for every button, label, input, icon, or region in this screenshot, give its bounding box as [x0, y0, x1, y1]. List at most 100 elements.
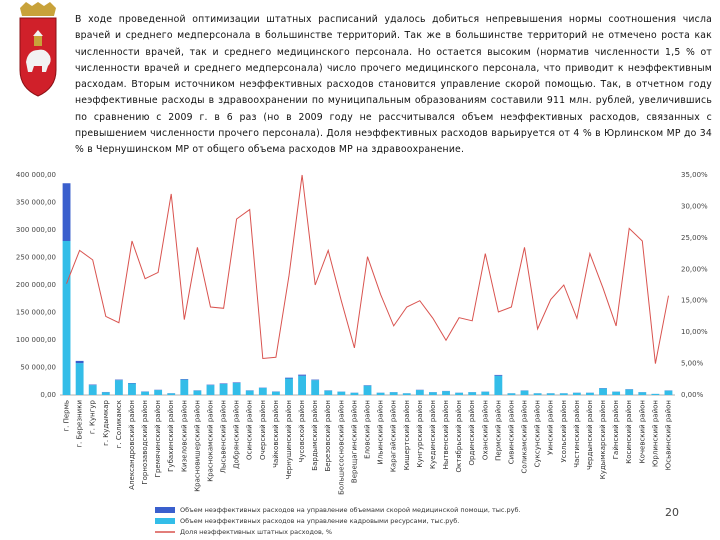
- y-tick-label: 400 000,00: [16, 171, 56, 179]
- x-tick-label: Чайковский район: [272, 400, 280, 468]
- legend-swatch: [155, 507, 175, 513]
- y-tick-label: 350 000,00: [16, 199, 56, 207]
- bar: [258, 387, 267, 395]
- bar: [638, 392, 647, 395]
- bar: [494, 374, 503, 376]
- bar: [128, 383, 136, 395]
- x-tick-label: Осинский район: [246, 400, 254, 460]
- bar: [75, 360, 84, 364]
- x-tick-label: Кизеловский район: [180, 400, 188, 472]
- bar: [180, 379, 189, 395]
- y-tick-label: 150 000,00: [16, 309, 56, 317]
- x-tick-label: Большесосновский район: [337, 400, 345, 495]
- y2-tick-label: 30,00%: [681, 202, 708, 210]
- bar: [193, 390, 202, 395]
- x-tick-label: Добрянский район: [233, 400, 241, 469]
- bar: [285, 378, 293, 395]
- y-tick-label: 250 000,00: [16, 254, 56, 262]
- bar: [468, 392, 477, 395]
- bar: [429, 392, 437, 395]
- x-tick-label: Ильинский район: [377, 400, 385, 465]
- bar: [101, 392, 110, 395]
- y-tick-label: 200 000,00: [16, 281, 56, 289]
- bar: [612, 391, 621, 395]
- bar: [311, 379, 320, 381]
- bar: [363, 385, 372, 395]
- bar: [572, 392, 581, 395]
- x-tick-label: г. Кунгур: [89, 399, 97, 434]
- y2-tick-label: 20,00%: [681, 265, 708, 273]
- bar: [442, 391, 450, 395]
- x-tick-label: Октябрьский район: [455, 400, 463, 472]
- y-tick-label: 50 000,00: [20, 364, 56, 372]
- bar: [298, 375, 306, 395]
- x-tick-label: Частинский район: [573, 400, 581, 468]
- x-tick-label: Сивинский район: [507, 400, 515, 464]
- x-tick-label: Гремячинский район: [154, 400, 162, 477]
- y2-tick-label: 0,00%: [681, 391, 704, 399]
- bar: [586, 392, 594, 395]
- x-tick-label: Ординский район: [468, 400, 476, 465]
- bar: [546, 393, 555, 395]
- bar: [651, 393, 660, 395]
- x-tick-label: Куединский район: [429, 400, 437, 469]
- bar: [271, 391, 280, 395]
- y2-tick-label: 25,00%: [681, 234, 708, 242]
- bar: [232, 382, 241, 395]
- bar: [337, 391, 346, 395]
- bar: [62, 241, 71, 395]
- page-number: 20: [665, 506, 679, 519]
- bar: [232, 382, 241, 383]
- bar: [88, 385, 97, 395]
- bar: [481, 391, 490, 395]
- x-tick-label: Пермский район: [494, 400, 502, 461]
- bar: [559, 393, 568, 395]
- legend-swatch: [155, 518, 175, 524]
- x-tick-label: Очерский район: [259, 400, 267, 460]
- legend-label: Доля неэффективных штатных расходов, %: [180, 528, 332, 536]
- bar: [114, 379, 123, 381]
- x-tick-label: Суксунский район: [534, 400, 542, 467]
- bar: [298, 374, 306, 376]
- y-tick-label: 300 000,00: [16, 226, 56, 234]
- x-tick-label: Губахинский район: [167, 400, 175, 472]
- x-tick-label: Чернушинский район: [285, 400, 293, 479]
- x-tick-label: Горнозаводский район: [141, 400, 149, 485]
- bar: [376, 392, 385, 395]
- bar: [455, 392, 464, 395]
- x-tick-label: г. Пермь: [63, 400, 71, 432]
- bar: [625, 389, 634, 395]
- x-tick-label: Юсьвинский район: [665, 400, 673, 470]
- bar: [219, 383, 228, 384]
- bar: [415, 390, 424, 395]
- paragraph: В ходе проведенной оптимизации штатных р…: [75, 14, 712, 156]
- bar: [520, 390, 529, 395]
- bar: [285, 377, 293, 379]
- bar: [494, 375, 503, 395]
- bar: [324, 390, 333, 395]
- bar: [599, 388, 607, 395]
- x-tick-label: Оханский район: [481, 400, 489, 460]
- coat-of-arms: [19, 2, 57, 97]
- bar: [389, 392, 398, 395]
- line-series: [66, 174, 669, 364]
- bar: [533, 393, 542, 395]
- x-tick-label: г. Березники: [76, 400, 84, 448]
- x-tick-label: Гайнский район: [612, 400, 620, 459]
- x-tick-label: Верещагинский район: [350, 400, 358, 483]
- bar: [219, 384, 228, 395]
- x-tick-label: Еловский район: [364, 400, 372, 459]
- legend-label: Объем неэффективных расходов на управлен…: [180, 517, 459, 525]
- bar: [664, 390, 673, 395]
- bar: [141, 391, 149, 395]
- x-tick-label: г. Кудымкар: [102, 399, 110, 445]
- x-tick-label: Уинский район: [547, 400, 555, 455]
- bar: [245, 390, 254, 395]
- x-tick-label: Александровский район: [128, 400, 136, 490]
- y2-tick-label: 10,00%: [681, 328, 708, 336]
- bar: [88, 384, 97, 386]
- y-tick-label: 0,00: [40, 391, 56, 399]
- x-tick-label: Кочевский район: [638, 400, 646, 463]
